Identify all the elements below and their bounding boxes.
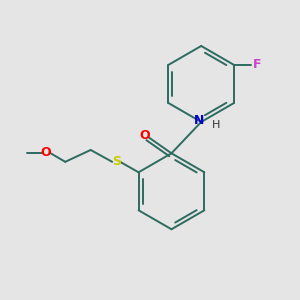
Text: N: N xyxy=(194,114,205,127)
Text: S: S xyxy=(112,155,121,168)
Text: O: O xyxy=(40,146,51,159)
Text: O: O xyxy=(139,129,150,142)
Text: F: F xyxy=(253,58,261,71)
Text: H: H xyxy=(212,120,220,130)
